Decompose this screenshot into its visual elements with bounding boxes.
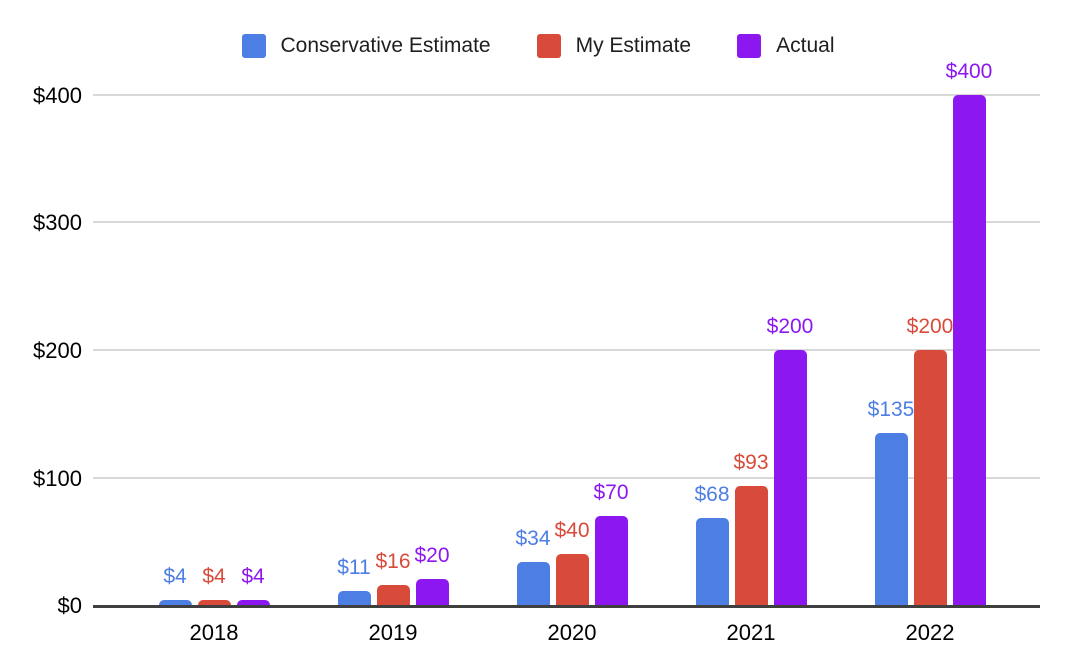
y-axis-tick-label: $0 [57, 593, 82, 618]
bar-value-label: $34 [515, 527, 551, 550]
bar-value-label: $200 [906, 315, 954, 338]
bar-value-label: $4 [163, 565, 187, 588]
gridline [93, 477, 1040, 479]
x-axis-category-label: 2021 [726, 620, 776, 645]
bar-2020-actual[interactable] [594, 516, 628, 605]
bar-2018-conservative-estimate[interactable] [158, 600, 192, 605]
gridline [93, 349, 1040, 351]
bar-2022-actual[interactable] [952, 95, 986, 605]
legend-item-actual[interactable]: Actual [737, 34, 835, 58]
legend-swatch-icon [737, 34, 762, 58]
legend-label: My Estimate [575, 34, 692, 57]
bar-value-label: $68 [694, 483, 730, 506]
bar-value-label: $11 [337, 556, 371, 579]
x-axis-category-label: 2020 [547, 620, 597, 645]
gridline [93, 221, 1040, 223]
bar-value-label: $400 [945, 60, 993, 83]
bar-2019-actual[interactable] [415, 579, 449, 605]
gridline [93, 94, 1040, 96]
bar-value-label: $70 [593, 481, 629, 504]
x-axis-line [93, 605, 1040, 608]
bar-2019-my-estimate[interactable] [376, 585, 410, 605]
bar-value-label: $16 [375, 550, 411, 573]
bar-value-label: $40 [554, 519, 590, 542]
x-axis-category-label: 2018 [189, 620, 239, 645]
bar-2019-conservative-estimate[interactable] [337, 591, 371, 605]
legend-label: Conservative Estimate [280, 34, 491, 57]
chart-legend: Conservative Estimate My Estimate Actual [0, 34, 1076, 58]
x-axis-category-label: 2019 [368, 620, 418, 645]
y-axis-tick-label: $200 [33, 338, 82, 363]
bar-2022-my-estimate[interactable] [913, 350, 947, 605]
bar-2018-my-estimate[interactable] [197, 600, 231, 605]
legend-swatch-icon [536, 34, 561, 58]
bar-2020-my-estimate[interactable] [555, 554, 589, 605]
bar-2021-conservative-estimate[interactable] [695, 518, 729, 605]
bar-2021-my-estimate[interactable] [734, 486, 768, 605]
bar-2022-conservative-estimate[interactable] [874, 433, 908, 605]
bar-value-label: $20 [414, 544, 450, 567]
bar-value-label: $135 [867, 398, 915, 421]
bar-value-label: $93 [733, 451, 769, 474]
y-axis-tick-label: $400 [33, 83, 82, 108]
bar-value-label: $4 [202, 565, 226, 588]
legend-item-conservative-estimate[interactable]: Conservative Estimate [241, 34, 491, 58]
x-axis-category-label: 2022 [905, 620, 955, 645]
y-axis-tick-label: $100 [33, 466, 82, 491]
legend-label: Actual [776, 34, 835, 57]
bar-2020-conservative-estimate[interactable] [516, 562, 550, 605]
legend-item-my-estimate[interactable]: My Estimate [536, 34, 692, 58]
bar-value-label: $4 [241, 565, 265, 588]
y-axis-tick-label: $300 [33, 210, 82, 235]
bar-2021-actual[interactable] [773, 350, 807, 605]
bar-value-label: $200 [766, 315, 814, 338]
legend-swatch-icon [241, 34, 266, 58]
bar-2018-actual[interactable] [236, 600, 270, 605]
